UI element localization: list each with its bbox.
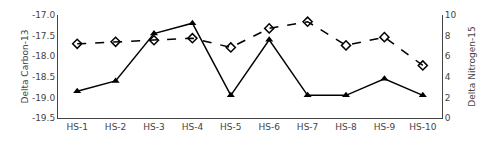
svg-text:10: 10 xyxy=(445,10,457,20)
svg-text:HS-3: HS-3 xyxy=(143,122,164,132)
svg-text:-19.0: -19.0 xyxy=(32,93,56,103)
svg-text:HS-1: HS-1 xyxy=(66,122,87,132)
svg-text:6: 6 xyxy=(445,51,451,61)
svg-text:-17.5: -17.5 xyxy=(32,31,55,41)
svg-text:HS-9: HS-9 xyxy=(374,122,396,132)
svg-text:-17.0: -17.0 xyxy=(32,10,56,20)
svg-text:Delta Carbon-13: Delta Carbon-13 xyxy=(20,30,30,104)
svg-text:8: 8 xyxy=(445,31,451,41)
svg-text:HS-4: HS-4 xyxy=(182,122,204,132)
svg-text:HS-7: HS-7 xyxy=(297,122,318,132)
svg-text:-18.5: -18.5 xyxy=(32,72,55,82)
svg-text:-19.5: -19.5 xyxy=(32,113,55,123)
svg-text:-18.0: -18.0 xyxy=(32,51,56,61)
svg-text:HS-8: HS-8 xyxy=(335,122,357,132)
svg-text:HS-5: HS-5 xyxy=(220,122,241,132)
svg-text:HS-2: HS-2 xyxy=(105,122,126,132)
svg-text:HS-10: HS-10 xyxy=(409,122,436,132)
svg-text:HS-6: HS-6 xyxy=(258,122,280,132)
svg-text:2: 2 xyxy=(445,93,451,103)
svg-text:4: 4 xyxy=(445,72,451,82)
svg-text:0: 0 xyxy=(445,113,451,123)
svg-text:Delta Nitrogen-15: Delta Nitrogen-15 xyxy=(467,26,477,106)
